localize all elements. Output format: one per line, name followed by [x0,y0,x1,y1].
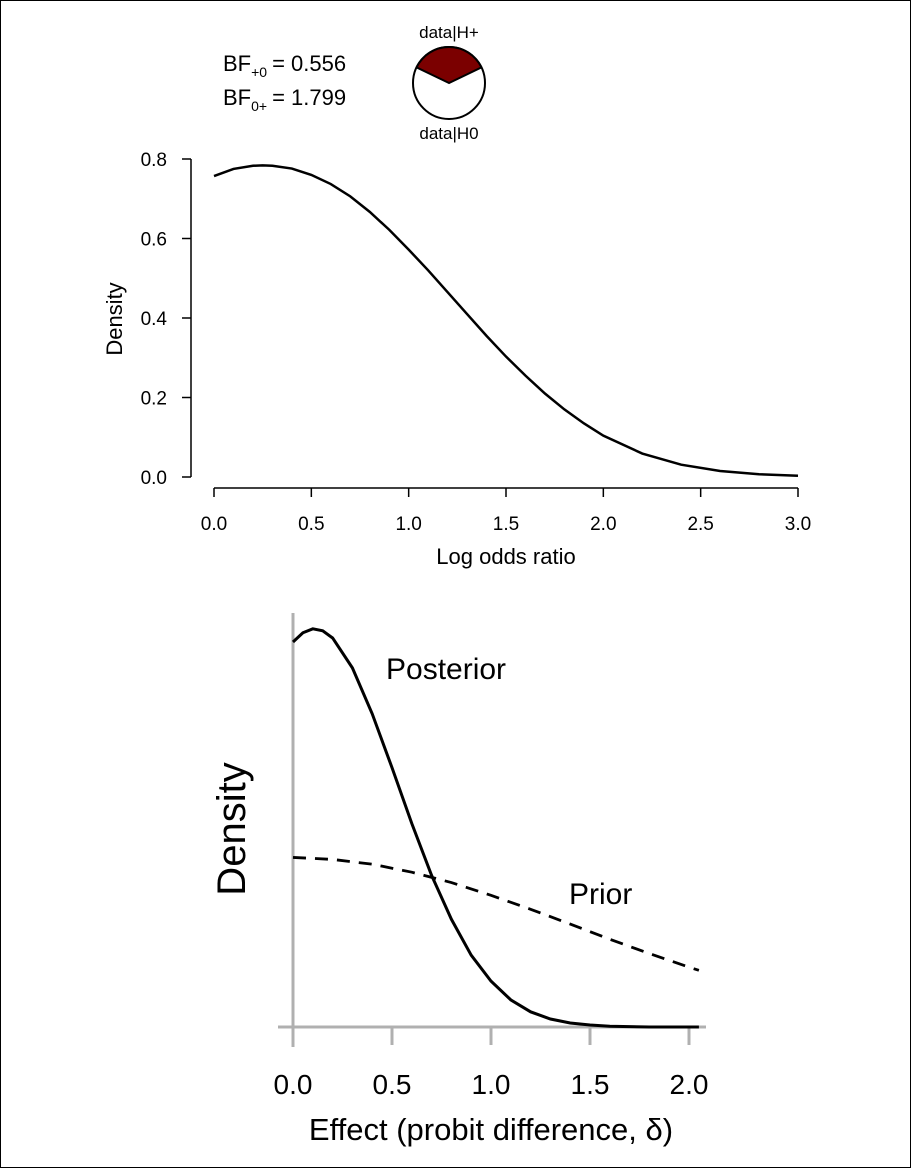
prior-curve [292,856,700,972]
top-chart-x-label: Log odds ratio [436,544,575,569]
pie-hplus-wedge [415,46,483,85]
bottom-chart-x-ticks: 0.0 0.5 1.0 1.5 2.0 [274,1027,709,1100]
posterior-curve [291,627,699,1029]
top-chart: 0.0 0.5 1.0 1.5 2.0 2.5 3.0 0.0 0.2 0.4 0.6 0.8 Lo… [102,150,811,569]
prior-label: Prior [569,878,632,911]
top-y-tick-label: 0.4 [141,309,168,330]
top-y-tick-label: 0.2 [141,389,167,410]
bottom-x-tick-label: 0.0 [274,1069,313,1100]
bottom-chart-x-label: Effect (probit difference, δ) [309,1112,673,1147]
top-y-tick-label: 0.0 [141,468,167,489]
top-y-tick-label: 0.8 [141,150,167,171]
top-x-tick-label: 0.0 [201,514,227,535]
top-y-tick-label: 0.6 [141,230,167,251]
bf-0plus-label: BF0+ = 1.799 [223,85,346,114]
probability-wheel: data|H+ data|H0 [412,23,486,143]
top-x-tick-label: 1.5 [493,514,519,535]
top-chart-y-label: Density [102,282,127,355]
top-chart-density-line [213,164,799,478]
pie-bottom-label: data|H0 [419,124,478,143]
top-chart-y-ticks: 0.0 0.2 0.4 0.6 0.8 [141,150,191,489]
top-x-tick-label: 1.0 [395,514,421,535]
top-x-tick-label: 0.5 [298,514,324,535]
top-chart-x-ticks: 0.0 0.5 1.0 1.5 2.0 2.5 3.0 [201,488,811,535]
top-x-tick-label: 3.0 [785,514,811,535]
bottom-x-tick-label: 1.0 [472,1069,511,1100]
bottom-x-tick-label: 2.0 [670,1069,709,1100]
bottom-chart-y-label: Density [210,762,254,895]
pie-top-label: data|H+ [419,23,479,42]
top-x-tick-label: 2.0 [590,514,616,535]
bottom-x-tick-label: 1.5 [571,1069,610,1100]
bottom-x-tick-label: 0.5 [373,1069,412,1100]
bottom-chart: 0.0 0.5 1.0 1.5 2.0 Posterior Prior Effect (… [210,613,708,1147]
top-x-tick-label: 2.5 [687,514,713,535]
posterior-label: Posterior [386,653,506,686]
bf-plus0-label: BF+0 = 0.556 [223,51,346,80]
bayes-factor-text: BF+0 = 0.556 BF0+ = 1.799 [223,51,346,114]
